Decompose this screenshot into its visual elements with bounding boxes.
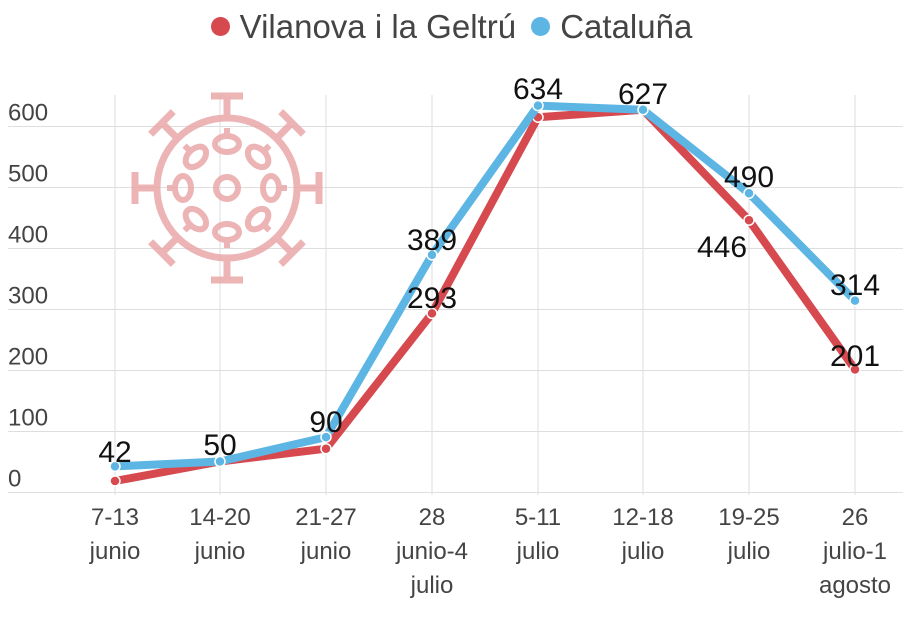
data-label: 490	[724, 161, 774, 194]
x-tick-label: junio	[194, 538, 246, 565]
y-tick-label: 400	[8, 222, 48, 249]
y-tick-label: 600	[8, 100, 48, 127]
gridlines	[8, 95, 903, 495]
x-tick-label: junio	[89, 538, 141, 565]
data-label: 627	[618, 78, 668, 111]
x-tick-label: julio	[516, 538, 560, 565]
data-point[interactable]	[109, 460, 121, 473]
data-point[interactable]	[532, 99, 544, 112]
data-point[interactable]	[320, 431, 332, 443]
data-label: 634	[513, 73, 563, 106]
legend-item-vilanova[interactable]: Vilanova i la Geltrú	[210, 7, 517, 46]
x-tick-label: 12-18	[612, 504, 673, 531]
data-label: 201	[830, 340, 880, 373]
data-point[interactable]	[320, 442, 332, 455]
y-axis: 0 100 200 300 400 500 600	[8, 100, 48, 493]
y-tick-label: 100	[8, 405, 48, 432]
y-tick-label: 0	[8, 466, 21, 493]
data-point[interactable]	[426, 249, 438, 261]
y-tick-label: 200	[8, 344, 48, 371]
legend-marker-cataluna	[531, 17, 551, 36]
x-tick-label: 21-27	[295, 504, 356, 531]
data-label: 90	[309, 406, 342, 439]
legend-item-cataluna[interactable]: Cataluña	[531, 8, 692, 46]
x-tick-label: junio	[300, 538, 352, 565]
legend-label-vilanova: Vilanova i la Geltrú	[239, 7, 517, 45]
x-tick-label: junio-4	[395, 538, 468, 565]
series-lines	[109, 99, 861, 487]
x-tick-label: 26	[842, 504, 869, 531]
x-axis: 7-13 junio 14-20 junio 21-27 junio 28 junio-4 ju…	[89, 504, 891, 599]
x-tick-label: julio	[727, 538, 771, 565]
data-label: 50	[203, 429, 236, 462]
series-line-cataluna	[111, 101, 859, 471]
y-tick-label: 300	[8, 283, 48, 310]
x-tick-label: 14-20	[189, 504, 250, 531]
data-point[interactable]	[214, 455, 226, 468]
x-tick-label: 19-25	[718, 504, 779, 531]
data-point[interactable]	[637, 104, 649, 116]
x-tick-label: 5-11	[515, 504, 561, 531]
x-tick-label: 28	[419, 504, 446, 531]
data-point[interactable]	[109, 475, 121, 487]
virus-icon	[131, 92, 323, 284]
x-tick-label: 7-13	[91, 504, 139, 531]
data-labels: 293 446 201 42 50 90 389 634 627 490 314	[98, 73, 880, 469]
data-label: 314	[830, 269, 880, 302]
legend-label-cataluna: Cataluña	[560, 7, 693, 45]
legend-marker-vilanova	[210, 17, 230, 36]
chart-legend: Vilanova i la Geltrú Cataluña	[0, 6, 903, 46]
data-label: 42	[98, 436, 131, 469]
y-tick-label: 500	[8, 161, 48, 188]
data-point[interactable]	[849, 363, 861, 376]
data-label: 389	[407, 224, 457, 257]
data-point[interactable]	[849, 294, 861, 307]
x-tick-label: julio-1	[822, 538, 887, 565]
data-point[interactable]	[743, 187, 755, 200]
data-label: 293	[407, 282, 457, 315]
x-tick-label: agosto	[819, 572, 891, 599]
x-tick-label: julio	[621, 538, 665, 565]
x-tick-label: julio	[410, 572, 454, 599]
data-point[interactable]	[743, 214, 755, 226]
data-point[interactable]	[426, 307, 438, 320]
data-label: 446	[697, 231, 747, 264]
